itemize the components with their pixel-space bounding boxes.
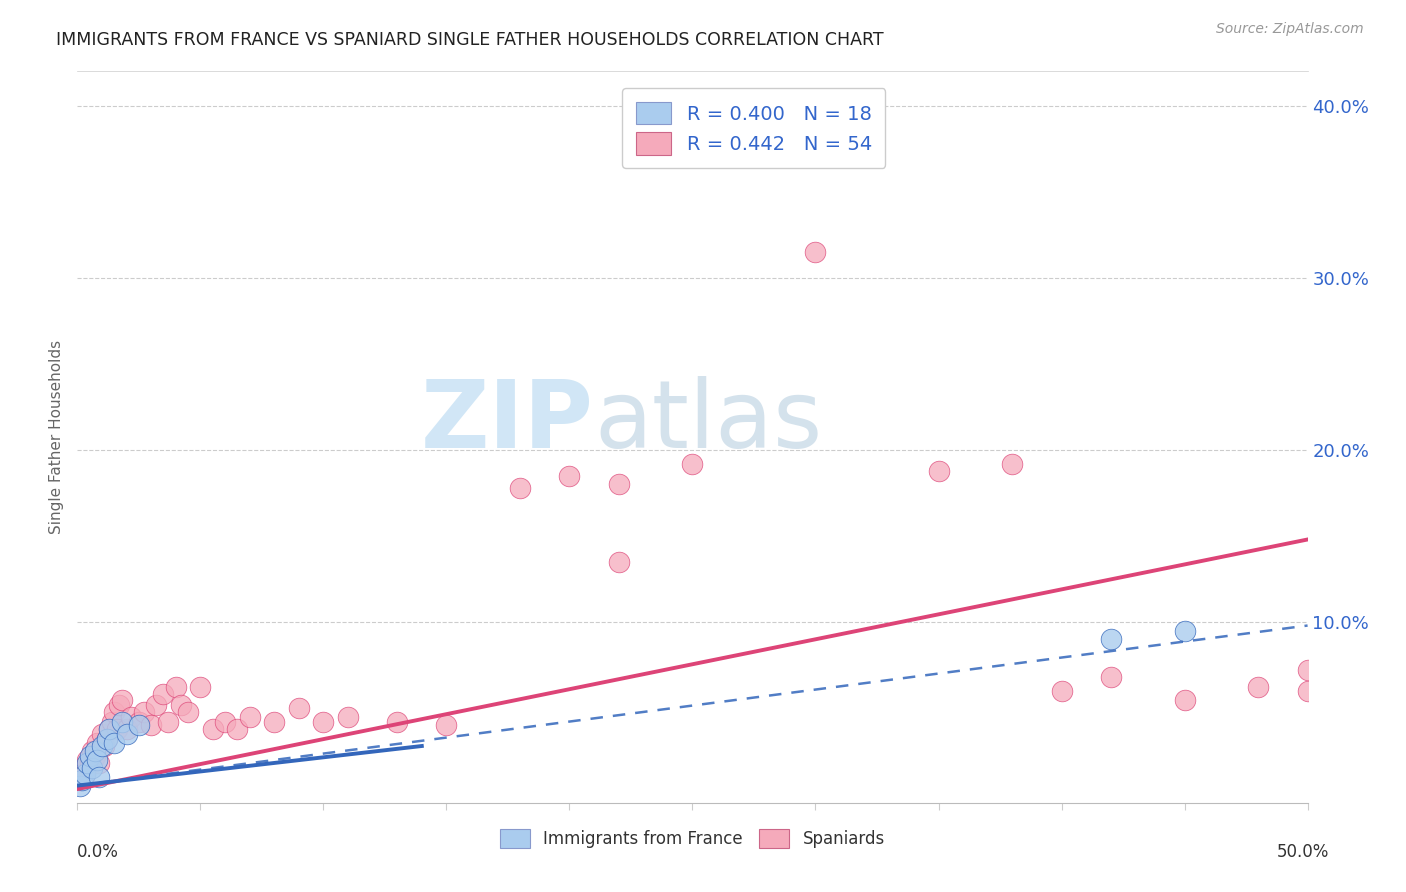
- Point: [121, 710, 143, 724]
- Point: [558, 468, 581, 483]
- Point: [1050, 684, 1073, 698]
- Point: [263, 714, 285, 729]
- Point: [103, 705, 125, 719]
- Point: [69, 779, 91, 793]
- Point: [93, 739, 115, 753]
- Point: [288, 701, 311, 715]
- Point: [607, 477, 630, 491]
- Point: [98, 722, 121, 736]
- Point: [82, 744, 104, 758]
- Point: [141, 718, 163, 732]
- Point: [115, 727, 138, 741]
- Text: IMMIGRANTS FROM FRANCE VS SPANIARD SINGLE FATHER HOUSEHOLDS CORRELATION CHART: IMMIGRANTS FROM FRANCE VS SPANIARD SINGL…: [56, 31, 884, 49]
- Point: [188, 681, 212, 695]
- Point: [436, 718, 458, 732]
- Point: [70, 773, 93, 788]
- Point: [76, 756, 98, 771]
- Point: [79, 756, 101, 771]
- Point: [111, 692, 132, 706]
- Text: ZIP: ZIP: [422, 376, 595, 468]
- Point: [152, 687, 174, 701]
- Point: [90, 739, 114, 753]
- Point: [83, 749, 105, 764]
- Point: [69, 773, 91, 788]
- Point: [337, 710, 360, 724]
- Point: [128, 714, 150, 729]
- Point: [96, 732, 118, 747]
- Point: [86, 753, 108, 767]
- Point: [105, 722, 128, 736]
- Point: [239, 710, 262, 724]
- Point: [177, 705, 200, 719]
- Point: [170, 698, 193, 712]
- Point: [607, 555, 630, 569]
- Point: [76, 753, 98, 767]
- Text: Source: ZipAtlas.com: Source: ZipAtlas.com: [1216, 22, 1364, 37]
- Point: [1174, 624, 1197, 638]
- Text: 0.0%: 0.0%: [77, 843, 120, 861]
- Point: [73, 766, 96, 780]
- Point: [128, 718, 150, 732]
- Point: [1296, 663, 1319, 677]
- Point: [82, 761, 104, 775]
- Point: [214, 714, 236, 729]
- Point: [98, 722, 121, 736]
- Point: [96, 732, 118, 747]
- Point: [101, 714, 124, 729]
- Point: [89, 770, 111, 784]
- Point: [83, 744, 105, 758]
- Point: [201, 722, 224, 736]
- Point: [312, 714, 335, 729]
- Y-axis label: Single Father Households: Single Father Households: [49, 340, 65, 534]
- Point: [115, 722, 138, 736]
- Point: [103, 735, 125, 749]
- Text: 50.0%: 50.0%: [1277, 843, 1329, 861]
- Point: [89, 756, 111, 771]
- Point: [86, 735, 108, 749]
- Point: [1099, 632, 1122, 647]
- Point: [804, 245, 827, 260]
- Point: [1099, 670, 1122, 684]
- Point: [145, 698, 167, 712]
- Legend: Immigrants from France, Spaniards: Immigrants from France, Spaniards: [492, 821, 893, 856]
- Point: [108, 698, 131, 712]
- Point: [509, 481, 531, 495]
- Point: [90, 727, 114, 741]
- Point: [70, 761, 93, 775]
- Point: [79, 749, 101, 764]
- Point: [226, 722, 249, 736]
- Point: [1001, 457, 1024, 471]
- Point: [73, 766, 96, 780]
- Point: [928, 464, 950, 478]
- Point: [165, 681, 187, 695]
- Point: [111, 714, 132, 729]
- Text: atlas: atlas: [595, 376, 823, 468]
- Point: [1174, 692, 1197, 706]
- Point: [385, 714, 409, 729]
- Point: [157, 714, 180, 729]
- Point: [682, 457, 704, 471]
- Point: [132, 705, 155, 719]
- Point: [1296, 684, 1319, 698]
- Point: [1247, 681, 1270, 695]
